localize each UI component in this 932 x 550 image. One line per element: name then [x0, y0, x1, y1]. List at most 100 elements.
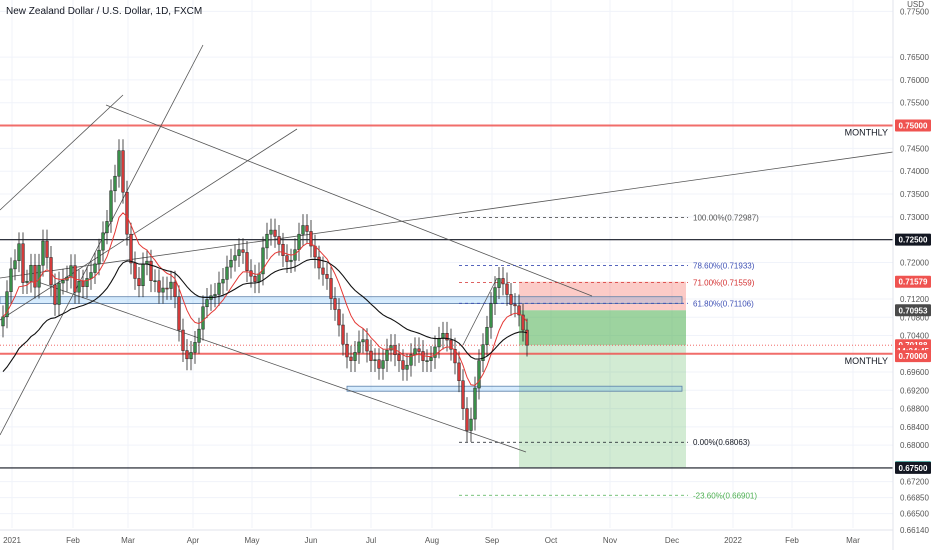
- candle-body: [269, 229, 273, 235]
- price-badge[interactable]: [895, 119, 931, 132]
- candle-body: [281, 243, 285, 256]
- candle-body: [473, 387, 477, 420]
- time-tick-label: Aug: [425, 536, 439, 545]
- candle-body: [513, 304, 517, 307]
- candle-body: [389, 345, 393, 351]
- candle-body: [481, 344, 485, 361]
- time-axis[interactable]: 2021 Feb Mar Apr May Jun Jul Aug Sep Oct Nov Dec 202…: [0, 529, 893, 545]
- candle-body: [477, 360, 481, 389]
- candle-body: [61, 280, 65, 284]
- price-tick-label: 0.76000: [900, 76, 929, 85]
- candle-body: [285, 255, 289, 262]
- price-tick-label: 0.68800: [900, 405, 929, 414]
- candle-body: [57, 282, 61, 305]
- trendline[interactable]: [0, 94, 124, 211]
- profit-zone-reached[interactable]: [519, 310, 686, 346]
- time-tick-label: Jul: [366, 536, 376, 545]
- candle-body: [517, 305, 521, 316]
- price-tick-label: 0.73500: [900, 190, 929, 199]
- trendline[interactable]: [462, 277, 498, 346]
- candle-body: [153, 280, 157, 282]
- fib-label: 71.00%(0.71559): [693, 279, 755, 288]
- candle-body: [53, 284, 57, 305]
- candle-body: [229, 259, 233, 268]
- price-tick-label: 0.75500: [900, 99, 929, 108]
- support-resistance-zones[interactable]: [0, 296, 683, 392]
- candle-body: [357, 341, 361, 353]
- currency-label: USD: [907, 0, 924, 9]
- candle-body: [197, 328, 201, 343]
- price-tick-label: 0.69200: [900, 386, 929, 395]
- price-badge-label: 0.70000: [899, 352, 928, 361]
- time-tick-label: Nov: [603, 536, 617, 545]
- candle-body: [181, 329, 185, 351]
- trendline[interactable]: [0, 151, 894, 279]
- time-tick-label: Mar: [121, 536, 135, 545]
- fibonacci-levels[interactable]: 100.00%(0.72987) 78.60%(0.71933) 71.00%(0.…: [459, 213, 759, 500]
- price-tick-label: 0.76500: [900, 53, 929, 62]
- candle-body: [253, 275, 257, 282]
- candle-body: [141, 263, 145, 287]
- candle-body: [13, 260, 17, 270]
- price-badge[interactable]: [895, 233, 931, 246]
- candle-body: [173, 281, 177, 297]
- time-tick-label: Jun: [305, 536, 318, 545]
- fib-label: 0.00%(0.68063): [693, 438, 750, 447]
- candle-body: [241, 249, 245, 253]
- candle-body: [509, 294, 513, 305]
- risk-reward-box[interactable]: [519, 281, 686, 468]
- candle-body: [505, 283, 509, 295]
- trendline[interactable]: [105, 104, 593, 297]
- candle-body: [361, 339, 365, 343]
- candle-body: [337, 309, 341, 326]
- candle-body: [349, 356, 353, 361]
- price-tick-label: 0.66500: [900, 510, 929, 519]
- fib-label: 61.80%(0.71106): [693, 299, 754, 308]
- price-badge[interactable]: [895, 461, 931, 474]
- candle-body: [289, 259, 293, 262]
- candle-body: [277, 236, 281, 245]
- candle-body: [453, 348, 457, 364]
- candle-body: [189, 352, 193, 360]
- ema-slow-line: [2, 258, 528, 372]
- candle-body: [365, 339, 369, 352]
- candle-body: [177, 296, 181, 331]
- ema-fast-line: [2, 212, 528, 386]
- candle-body: [33, 264, 37, 288]
- candle-body: [145, 260, 149, 265]
- price-axis[interactable]: 0.77500 0.76500 0.76000 0.75500 0.74500 0.740…: [892, 0, 932, 550]
- time-tick-label: Feb: [66, 536, 80, 545]
- moving-averages: [2, 212, 528, 386]
- price-tick-label: 0.66850: [900, 494, 929, 503]
- price-badge[interactable]: [895, 350, 931, 363]
- price-badge[interactable]: [895, 304, 931, 317]
- price-badge-label: 0.72500: [899, 236, 928, 245]
- candle-body: [449, 339, 453, 350]
- candle-body: [165, 287, 169, 290]
- horizontal-levels[interactable]: MONTHLY MONTHLY: [0, 124, 893, 469]
- price-tick-label: 0.68000: [900, 441, 929, 450]
- candle-body: [125, 191, 129, 235]
- support-zone[interactable]: [346, 385, 683, 392]
- candle-body: [429, 357, 433, 361]
- price-tick-label: 0.66140: [900, 526, 929, 535]
- stop-loss-zone[interactable]: [519, 281, 686, 311]
- candle-body: [521, 314, 525, 331]
- candle-body: [301, 225, 305, 235]
- candle-body: [101, 232, 105, 251]
- gridlines: [0, 0, 893, 531]
- candle-body: [25, 280, 29, 283]
- price-tick-label: 0.69600: [900, 368, 929, 377]
- trendline[interactable]: [37, 281, 527, 453]
- price-badge-label: 0.71579: [899, 278, 928, 287]
- resistance-zone[interactable]: [0, 296, 683, 304]
- candle-body: [105, 221, 109, 234]
- profit-zone[interactable]: [519, 345, 686, 468]
- price-badge[interactable]: [895, 275, 931, 288]
- candle-body: [297, 233, 301, 250]
- candle-body: [85, 278, 89, 287]
- candle-body: [161, 287, 165, 293]
- candle-body: [397, 354, 401, 361]
- candle-body: [405, 364, 409, 370]
